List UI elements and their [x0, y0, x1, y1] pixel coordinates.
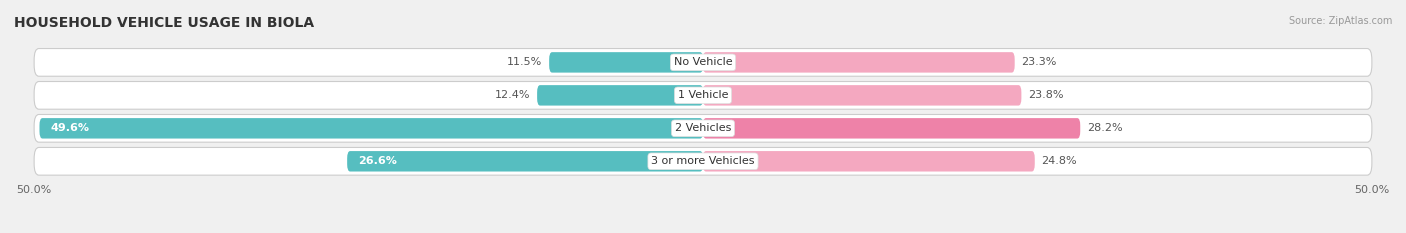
Text: No Vehicle: No Vehicle: [673, 57, 733, 67]
Text: 12.4%: 12.4%: [495, 90, 530, 100]
FancyBboxPatch shape: [34, 114, 1372, 142]
FancyBboxPatch shape: [703, 85, 1021, 106]
FancyBboxPatch shape: [34, 82, 1372, 109]
Text: HOUSEHOLD VEHICLE USAGE IN BIOLA: HOUSEHOLD VEHICLE USAGE IN BIOLA: [14, 16, 314, 30]
FancyBboxPatch shape: [703, 151, 1035, 171]
FancyBboxPatch shape: [34, 147, 1372, 175]
Text: 23.3%: 23.3%: [1021, 57, 1057, 67]
FancyBboxPatch shape: [39, 118, 703, 139]
FancyBboxPatch shape: [347, 151, 703, 171]
FancyBboxPatch shape: [703, 52, 1015, 73]
Text: 28.2%: 28.2%: [1087, 123, 1122, 133]
FancyBboxPatch shape: [550, 52, 703, 73]
FancyBboxPatch shape: [34, 48, 1372, 76]
Text: 26.6%: 26.6%: [359, 156, 396, 166]
Text: 49.6%: 49.6%: [51, 123, 89, 133]
FancyBboxPatch shape: [537, 85, 703, 106]
Text: Source: ZipAtlas.com: Source: ZipAtlas.com: [1288, 16, 1392, 26]
FancyBboxPatch shape: [703, 118, 1080, 139]
Text: 1 Vehicle: 1 Vehicle: [678, 90, 728, 100]
Text: 2 Vehicles: 2 Vehicles: [675, 123, 731, 133]
Text: 23.8%: 23.8%: [1028, 90, 1063, 100]
Text: 3 or more Vehicles: 3 or more Vehicles: [651, 156, 755, 166]
Text: 24.8%: 24.8%: [1042, 156, 1077, 166]
Text: 11.5%: 11.5%: [508, 57, 543, 67]
